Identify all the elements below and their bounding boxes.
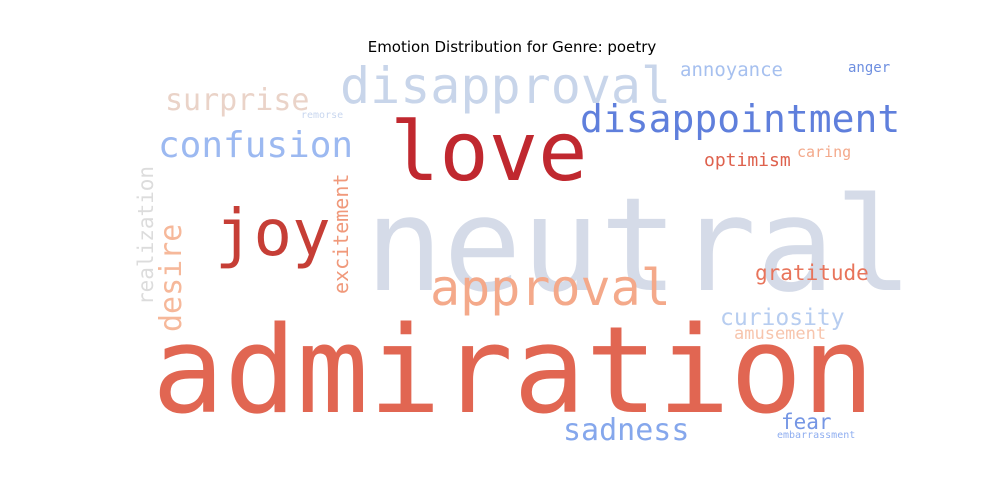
word-fear: fear xyxy=(781,410,832,434)
chart-title: Emotion Distribution for Genre: poetry xyxy=(368,38,657,56)
word-love: love xyxy=(390,105,587,200)
word-embarrassment: embarrassment xyxy=(777,430,855,441)
word-confusion: confusion xyxy=(158,125,353,166)
word-annoyance: annoyance xyxy=(680,59,783,81)
word-disapproval: disapproval xyxy=(340,57,671,115)
word-curiosity: curiosity xyxy=(720,305,845,331)
word-optimism: optimism xyxy=(704,150,791,171)
word-realization: realization xyxy=(134,166,158,305)
word-amusement: amusement xyxy=(734,324,826,344)
word-sadness: sadness xyxy=(563,413,689,448)
word-surprise: surprise xyxy=(165,83,310,118)
word-excitement: excitement xyxy=(329,174,353,294)
word-anger: anger xyxy=(848,60,890,76)
word-approval: approval xyxy=(430,259,671,317)
word-remorse: remorse xyxy=(301,110,343,121)
word-gratitude: gratitude xyxy=(755,261,869,285)
word-caring: caring xyxy=(797,143,851,161)
word-joy: joy xyxy=(215,197,331,271)
word-desire: desire xyxy=(154,224,189,332)
word-admiration: admiration xyxy=(152,302,874,441)
word-neutral: neutral xyxy=(365,169,913,321)
word-disappointment: disappointment xyxy=(580,97,900,141)
